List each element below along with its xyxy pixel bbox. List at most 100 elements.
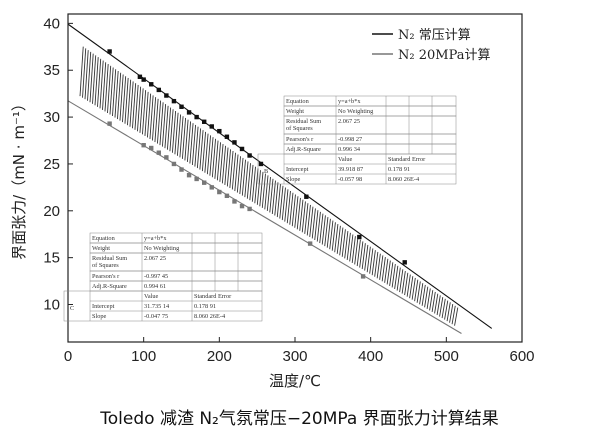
hatch-stroke (174, 112, 179, 155)
data-point-series-1 (171, 98, 177, 104)
x-tick-label: 0 (64, 348, 72, 365)
hatch-stroke (299, 199, 304, 231)
hatch-stroke (89, 53, 94, 103)
hatch-stroke (186, 121, 192, 162)
hatch-stroke (161, 104, 167, 147)
hatch-stroke (144, 91, 149, 136)
y-tick-label: 30 (43, 109, 60, 126)
coef-name: Intercept (92, 303, 115, 310)
fit-tables: Equation y=a+b*x Weight No Weighting Residua… (63, 95, 457, 322)
hatch-stroke (339, 227, 344, 256)
table-label: of Squares (92, 262, 119, 269)
hatch-stroke (244, 161, 249, 198)
data-point-series-1 (209, 124, 214, 129)
hatch-stroke (384, 258, 389, 283)
x-tick-label: 100 (131, 348, 156, 365)
hatch-stroke (211, 138, 217, 178)
table-value: 0.996 34 (338, 146, 361, 153)
hatch-stroke (441, 298, 446, 319)
coef-header-error: Standard Error (194, 293, 232, 300)
y-tick-label: 20 (43, 203, 60, 220)
data-point-series-2 (149, 145, 154, 151)
x-tick-label: 400 (358, 348, 383, 365)
hatch-stroke (119, 74, 124, 121)
data-point-series-1 (239, 146, 245, 152)
hatch-stroke (99, 60, 104, 109)
data-point-series-2 (164, 155, 169, 160)
hatch-stroke (404, 272, 409, 296)
hatch-stroke (82, 48, 87, 98)
hatch-stroke (364, 244, 369, 271)
coef-name: Slope (92, 313, 107, 320)
hatch-stroke (164, 105, 169, 149)
coef-header-value: Value (144, 293, 159, 300)
hatch-stroke (171, 110, 177, 153)
fit-line-series-1 (67, 23, 493, 329)
hatch-stroke (87, 51, 92, 101)
x-axis-title: 温度/℃ (269, 372, 321, 390)
hatch-stroke (316, 211, 321, 242)
data-point-series-2 (232, 199, 237, 204)
table-label: Equation (92, 235, 116, 242)
hatch-stroke (451, 305, 456, 325)
hatch-stroke (154, 98, 159, 143)
hatch-stroke (401, 270, 406, 294)
hatch-stroke (129, 81, 134, 127)
y-tick-label: 25 (43, 156, 60, 173)
hatch-stroke (181, 117, 187, 159)
data-point-series-1 (247, 153, 252, 158)
data-point-series-2 (239, 203, 245, 209)
hatch-stroke (114, 70, 119, 118)
hatch-stroke (429, 290, 434, 311)
hatch-stroke (184, 119, 189, 161)
hatch-stroke (214, 140, 219, 179)
legend-label-series-2: N₂ 20MPa计算 (398, 48, 491, 63)
hatch-stroke (122, 76, 127, 123)
coef-header-error: Standard Error (388, 156, 426, 163)
hatch-stroke (394, 265, 399, 290)
hatch-stroke (306, 204, 311, 236)
hatch-stroke (141, 90, 147, 135)
hatch-stroke (406, 274, 411, 297)
data-point-series-1 (141, 77, 146, 82)
hatch-stroke (346, 232, 351, 260)
hatch-stroke (376, 253, 381, 279)
hatch-stroke (386, 260, 391, 285)
hatch-stroke (366, 246, 371, 273)
hatch-stroke (176, 114, 182, 156)
hatch-stroke (231, 152, 236, 190)
hatch-stroke (97, 58, 102, 107)
hatch-stroke (234, 154, 239, 192)
data-point-series-2 (247, 206, 252, 212)
hatch-stroke (266, 177, 271, 211)
data-point-series-2 (156, 150, 161, 155)
data-point-series-1 (258, 161, 264, 167)
data-point-series-1 (304, 194, 309, 199)
coef-value: -0.047 75 (144, 313, 168, 320)
data-point-series-1 (186, 110, 192, 115)
data-point-series-1 (149, 82, 154, 87)
hatch-stroke (216, 142, 222, 181)
data-point-series-1 (232, 140, 237, 145)
data-point-series-2 (141, 143, 146, 148)
data-point-series-2 (179, 167, 184, 172)
hatch-stroke (334, 224, 339, 253)
hatch-stroke (329, 220, 334, 250)
x-tick-label: 600 (509, 348, 534, 365)
x-tick-label: 300 (282, 348, 307, 365)
hatch-stroke (314, 210, 319, 241)
data-point-series-1 (137, 74, 143, 79)
hatch-stroke (137, 86, 142, 132)
coef-header-value: Value (338, 156, 353, 163)
hatch-stroke (436, 295, 441, 316)
hatch-stroke (112, 69, 117, 117)
hatch-stroke (151, 97, 157, 141)
hatch-stroke (454, 307, 459, 326)
hatch-stroke (321, 215, 326, 245)
data-point-series-1 (194, 114, 199, 120)
hatch-stroke (259, 171, 264, 207)
data-point-series-1 (202, 119, 207, 124)
hatch-stroke (201, 131, 207, 172)
hatch-stroke (434, 293, 439, 314)
hatch-stroke (289, 192, 294, 225)
